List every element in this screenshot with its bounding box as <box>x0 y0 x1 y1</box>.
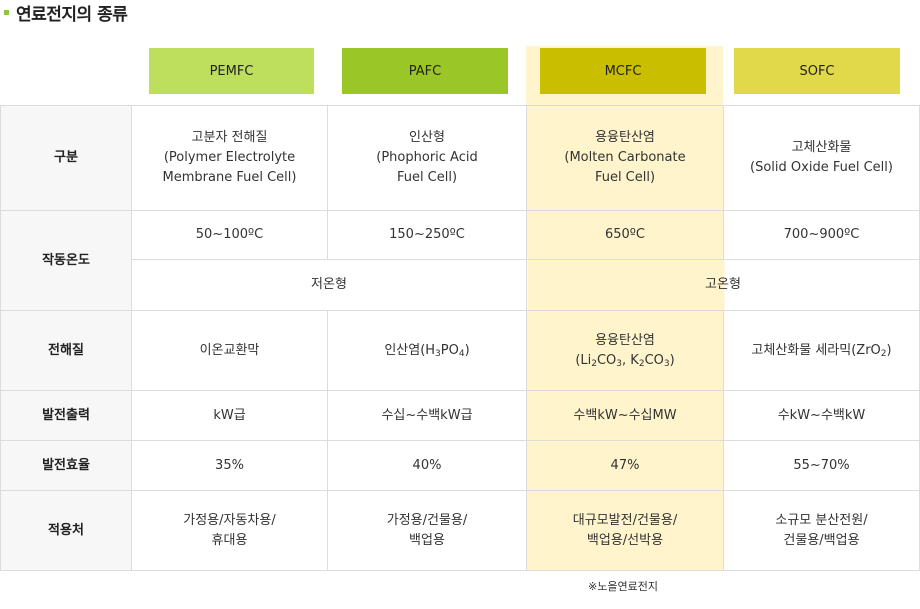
cell-line: 가정용/건물용/ <box>386 512 468 528</box>
cell-electrolyte-pafc: 인산염(H3PO4) <box>327 310 527 391</box>
page-title: 연료전지의 종류 <box>4 0 128 25</box>
row-header-temp: 작동온도 <box>0 210 132 311</box>
page-title-text: 연료전지의 종류 <box>16 4 128 25</box>
cell-line: 가정용/자동차용/ <box>183 512 276 528</box>
cell-line: (Phophoric Acid <box>376 150 478 165</box>
cell-electrolyte-mcfc: 용융탄산염 (Li2CO3, K2CO3) <box>526 310 724 391</box>
cell-line: 고분자 전해질 <box>191 130 268 145</box>
cell-efficiency-mcfc: 47% <box>526 440 724 491</box>
footnote: ※노을연료전지 <box>588 580 658 593</box>
cell-line: 고체산화물 <box>791 140 852 155</box>
row-header-output: 발전출력 <box>0 390 132 441</box>
cell-efficiency-sofc: 55~70% <box>723 440 920 491</box>
cell-temp-sofc: 700~900ºC <box>723 210 920 260</box>
cell-efficiency-pafc: 40% <box>327 440 527 491</box>
cell-line: 휴대용 <box>211 532 248 548</box>
table-row-output: 발전출력 kW급 수십~수백kW급 수백kW~수십MW 수kW~수백kW <box>0 390 920 441</box>
cell-temp-mcfc: 650ºC <box>526 210 724 260</box>
cell-line: (Polymer Electrolyte <box>163 150 296 165</box>
cell-output-mcfc: 수백kW~수십MW <box>526 390 724 441</box>
cell-line: Fuel Cell) <box>396 170 458 185</box>
cell-output-sofc: 수kW~수백kW <box>723 390 920 441</box>
column-header-mcfc: MCFC <box>540 48 706 94</box>
title-bullet-icon <box>4 9 9 15</box>
row-header-application: 적용처 <box>0 490 132 571</box>
cell-line: 백업용/선박용 <box>586 532 664 548</box>
cell-line: (Molten Carbonate <box>564 150 686 165</box>
row-header-type: 구분 <box>0 105 132 211</box>
cell-line: (Li2CO3, K2CO3) <box>575 352 675 369</box>
cell-application-sofc: 소규모 분산전원/ 건물용/백업용 <box>723 490 920 571</box>
cell-temp-low-group: 저온형 <box>131 259 527 311</box>
column-header-pemfc: PEMFC <box>149 48 314 94</box>
table-row-temp-group: 저온형 고온형 <box>1 259 920 311</box>
cell-temp-pafc: 150~250ºC <box>327 210 527 260</box>
cell-temp-pemfc: 50~100ºC <box>131 210 328 260</box>
cell-line: 백업용 <box>409 532 445 548</box>
cell-application-pemfc: 가정용/자동차용/ 휴대용 <box>131 490 328 571</box>
table-row-temp: 작동온도 50~100ºC 150~250ºC 650ºC 700~900ºC <box>0 210 920 311</box>
cell-line: 건물용/백업용 <box>783 532 860 548</box>
cell-line: Membrane Fuel Cell) <box>162 170 297 185</box>
cell-type-mcfc: 용융탄산염 (Molten Carbonate Fuel Cell) <box>526 105 724 211</box>
column-header-pafc: PAFC <box>342 48 508 94</box>
row-header-efficiency: 발전효율 <box>0 440 132 491</box>
cell-electrolyte-sofc: 고체산화물 세라믹(ZrO2) <box>723 310 920 391</box>
cell-line: (Solid Oxide Fuel Cell) <box>750 160 893 175</box>
cell-line: 소규모 분산전원/ <box>775 512 868 528</box>
cell-line: Fuel Cell) <box>594 170 656 185</box>
column-header-sofc: SOFC <box>734 48 900 94</box>
cell-line: 인산형 <box>409 130 445 145</box>
table-row-type: 구분 고분자 전해질 (Polymer Electrolyte Membrane… <box>0 105 920 211</box>
row-header-electrolyte: 전해질 <box>0 310 132 391</box>
cell-line: 대규모발전/건물용/ <box>572 512 678 528</box>
fuel-cell-comparison-table: 구분 고분자 전해질 (Polymer Electrolyte Membrane… <box>0 105 920 571</box>
table-row-electrolyte: 전해질 이온교환막 인산염(H3PO4) 용융탄산염 (Li2CO3, K2CO… <box>0 310 920 391</box>
cell-application-pafc: 가정용/건물용/ 백업용 <box>327 490 527 571</box>
cell-type-pafc: 인산형 (Phophoric Acid Fuel Cell) <box>327 105 527 211</box>
cell-application-mcfc: 대규모발전/건물용/ 백업용/선박용 <box>526 490 724 571</box>
cell-temp-high-group: 고온형 <box>526 259 920 311</box>
cell-type-sofc: 고체산화물 (Solid Oxide Fuel Cell) <box>723 105 920 211</box>
cell-output-pafc: 수십~수백kW급 <box>327 390 527 441</box>
cell-output-pemfc: kW급 <box>131 390 328 441</box>
cell-type-pemfc: 고분자 전해질 (Polymer Electrolyte Membrane Fu… <box>131 105 328 211</box>
table-row-application: 적용처 가정용/자동차용/ 휴대용 가정용/건물용/ 백업용 대규모발전/건물용… <box>0 490 920 571</box>
cell-electrolyte-pemfc: 이온교환막 <box>131 310 328 391</box>
cell-line: 용융탄산염 <box>595 130 655 145</box>
cell-line: 용융탄산염 <box>595 332 655 348</box>
table-row-efficiency: 발전효율 35% 40% 47% 55~70% <box>0 440 920 491</box>
cell-efficiency-pemfc: 35% <box>131 440 328 491</box>
